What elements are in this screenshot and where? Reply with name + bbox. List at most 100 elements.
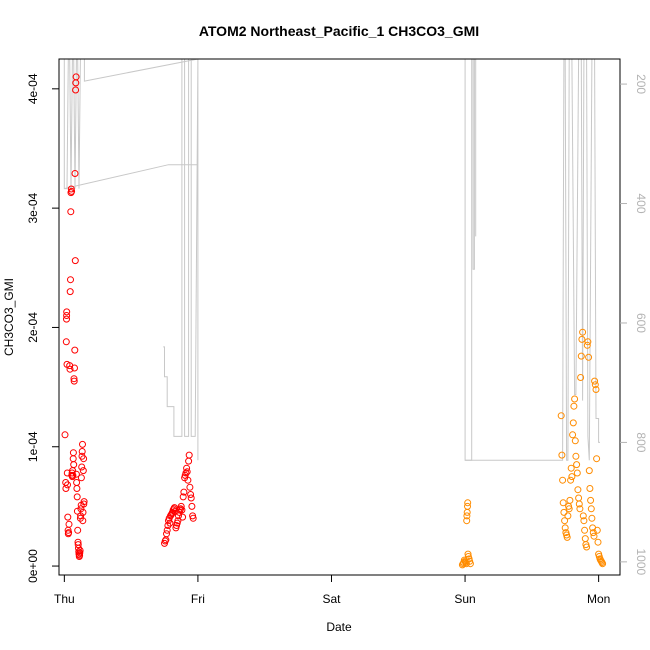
data-point — [78, 448, 86, 455]
data-point — [67, 208, 75, 216]
data-point — [76, 514, 84, 522]
data-point — [76, 547, 84, 554]
data-point — [587, 505, 595, 513]
data-point — [71, 257, 79, 265]
data-point — [67, 276, 74, 284]
data-point — [78, 463, 86, 471]
y-axis-left: 0e+00 1e-04 2e-04 3e-04 4e-04 — [26, 73, 59, 583]
data-point — [65, 520, 73, 528]
data-point — [68, 187, 76, 195]
data-point — [559, 499, 567, 507]
data-point — [80, 500, 88, 508]
data-point — [72, 470, 80, 478]
data-point — [64, 513, 72, 521]
x-tick-label: Mon — [587, 592, 610, 606]
data-point — [577, 374, 585, 381]
data-point — [570, 402, 578, 410]
data-point — [73, 479, 81, 486]
data-point — [67, 185, 75, 193]
data-point — [464, 502, 471, 510]
pressure-lines — [63, 59, 600, 461]
data-point — [187, 494, 195, 502]
y-tick-label: 1e-04 — [26, 431, 40, 462]
data-point — [593, 455, 601, 463]
data-point — [581, 535, 589, 543]
data-point — [166, 519, 174, 527]
data-point — [464, 550, 472, 558]
x-tick-label: Fri — [191, 592, 205, 606]
data-point — [593, 526, 601, 534]
y-tick-label: 4e-04 — [26, 73, 40, 104]
data-point — [567, 464, 575, 472]
pressure-line-3 — [163, 59, 199, 461]
data-point — [575, 500, 583, 508]
data-point — [463, 517, 471, 525]
data-point — [575, 494, 583, 502]
data-point — [180, 488, 188, 496]
y-axis-label: CH3CO3_GMI — [2, 278, 16, 356]
data-point — [185, 457, 193, 465]
data-point — [179, 493, 187, 501]
data-point — [569, 419, 577, 427]
y2-tick-label: 600 — [634, 313, 648, 333]
data-point — [585, 353, 593, 361]
data-point — [71, 364, 78, 372]
data-point — [564, 512, 572, 520]
x-tick-label: Thu — [54, 592, 75, 606]
data-point — [561, 517, 569, 525]
series-flight3 — [458, 499, 474, 569]
data-point — [73, 493, 81, 501]
data-point — [186, 483, 194, 491]
data-point — [463, 508, 471, 516]
y2-tick-label: 1000 — [634, 549, 648, 576]
data-point — [591, 381, 599, 389]
data-point — [188, 502, 196, 510]
data-point — [579, 512, 587, 520]
data-point — [583, 341, 591, 349]
data-point — [72, 86, 80, 94]
series-flight1 — [61, 73, 88, 560]
data-point — [63, 315, 70, 323]
data-point — [69, 449, 77, 457]
data-point — [71, 346, 79, 354]
data-point — [574, 486, 582, 494]
pressure-line-4 — [464, 59, 477, 461]
data-point — [571, 437, 579, 445]
x-tick-label: Sat — [322, 592, 341, 606]
data-point — [63, 308, 71, 316]
data-point — [588, 514, 596, 522]
data-point — [179, 513, 187, 521]
data-point — [163, 526, 171, 534]
data-point — [184, 476, 192, 484]
data-point — [176, 506, 184, 514]
data-point — [79, 467, 87, 475]
data-point — [183, 468, 191, 476]
data-point — [72, 73, 80, 81]
data-point — [592, 386, 600, 393]
data-point — [187, 491, 195, 498]
data-point — [70, 375, 78, 383]
chart-title: ATOM2 Northeast_Pacific_1 CH3CO3_GMI — [199, 23, 479, 39]
plot-frame — [58, 58, 621, 576]
data-point — [73, 485, 81, 492]
data-point — [561, 524, 569, 532]
data-point — [560, 508, 568, 516]
y-tick-label: 3e-04 — [26, 192, 40, 223]
data-point — [557, 412, 565, 420]
data-point — [71, 170, 79, 177]
data-point — [77, 474, 85, 482]
data-point — [61, 431, 69, 439]
data-point — [80, 455, 88, 463]
data-point — [74, 526, 82, 534]
pressure-line-5 — [465, 59, 600, 461]
data-point — [79, 508, 87, 516]
data-point — [466, 560, 474, 568]
y2-tick-label: 800 — [634, 432, 648, 452]
data-point — [580, 517, 588, 525]
data-point — [585, 467, 593, 475]
y2-tick-label: 200 — [634, 74, 648, 94]
data-point — [79, 517, 87, 525]
data-point — [587, 496, 595, 504]
x-axis: Thu Fri Sat Sun Mon — [54, 575, 610, 606]
data-point — [80, 498, 88, 506]
